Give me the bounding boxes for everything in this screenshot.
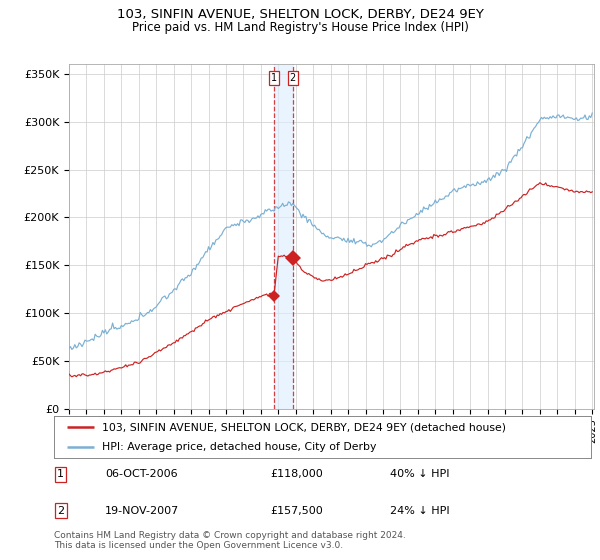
Text: 40% ↓ HPI: 40% ↓ HPI bbox=[390, 469, 449, 479]
Bar bbox=[274, 64, 293, 409]
Text: 1: 1 bbox=[271, 73, 277, 83]
Text: Price paid vs. HM Land Registry's House Price Index (HPI): Price paid vs. HM Land Registry's House … bbox=[131, 21, 469, 34]
Text: £118,000: £118,000 bbox=[270, 469, 323, 479]
Text: £157,500: £157,500 bbox=[270, 506, 323, 516]
Text: 1: 1 bbox=[57, 469, 64, 479]
Text: 2: 2 bbox=[57, 506, 64, 516]
Text: 103, SINFIN AVENUE, SHELTON LOCK, DERBY, DE24 9EY (detached house): 103, SINFIN AVENUE, SHELTON LOCK, DERBY,… bbox=[103, 422, 506, 432]
Text: HPI: Average price, detached house, City of Derby: HPI: Average price, detached house, City… bbox=[103, 442, 377, 452]
Text: 103, SINFIN AVENUE, SHELTON LOCK, DERBY, DE24 9EY: 103, SINFIN AVENUE, SHELTON LOCK, DERBY,… bbox=[116, 8, 484, 21]
Text: 24% ↓ HPI: 24% ↓ HPI bbox=[390, 506, 449, 516]
Text: 2: 2 bbox=[290, 73, 296, 83]
Text: 19-NOV-2007: 19-NOV-2007 bbox=[105, 506, 179, 516]
Text: 06-OCT-2006: 06-OCT-2006 bbox=[105, 469, 178, 479]
Text: Contains HM Land Registry data © Crown copyright and database right 2024.
This d: Contains HM Land Registry data © Crown c… bbox=[54, 530, 406, 550]
